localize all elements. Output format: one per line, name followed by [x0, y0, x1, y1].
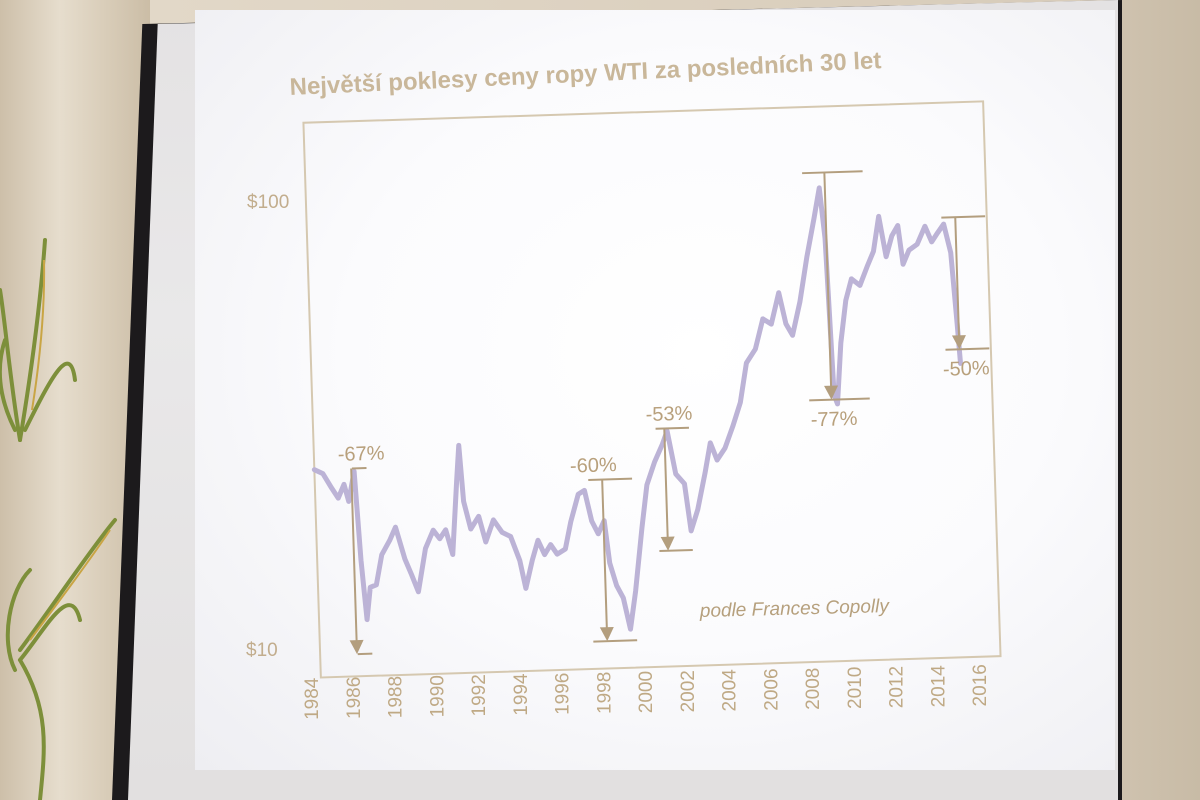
x-tick-label-1992: 1992: [469, 674, 490, 716]
drop-label-3: -77%: [810, 408, 858, 431]
drop-label-2: -53%: [645, 403, 693, 426]
x-tick-label-1984: 1984: [302, 677, 323, 720]
x-tick-label-2008: 2008: [803, 668, 824, 710]
drop-label-1: -60%: [570, 454, 618, 477]
source-note: podle Frances Copolly: [699, 596, 891, 622]
x-tick-label-1994: 1994: [511, 673, 532, 716]
x-tick-label-2004: 2004: [720, 669, 741, 712]
y-tick-label-10: $10: [246, 640, 278, 661]
drop-arrow-shaft-4: [954, 217, 961, 340]
x-tick-label-2002: 2002: [678, 670, 699, 712]
drop-bottom-line-3: [809, 397, 870, 402]
drop-arrow-shaft-1: [601, 479, 608, 632]
drop-bottom-line-4: [945, 347, 990, 351]
x-tick-label-1996: 1996: [553, 673, 574, 715]
drop-arrow-shaft-3: [823, 172, 833, 390]
drop-top-line-2: [655, 426, 689, 430]
x-tick-label-2012: 2012: [887, 666, 908, 708]
drop-label-4: -50%: [943, 357, 991, 380]
x-tick-label-2014: 2014: [928, 665, 949, 708]
y-tick-label-100: $100: [247, 192, 289, 213]
x-tick-label-2010: 2010: [845, 667, 866, 709]
x-tick-label-1986: 1986: [344, 677, 365, 719]
drop-arrow-head-4: [951, 335, 966, 350]
chart-title: Největší poklesy ceny ropy WTI za posled…: [289, 47, 882, 101]
x-tick-label-1988: 1988: [386, 676, 407, 718]
drop-arrow-shaft-2: [663, 428, 669, 541]
x-tick-label-1998: 1998: [594, 672, 615, 714]
plot-frame: [302, 100, 1002, 679]
plant-decoration: [0, 238, 117, 800]
drop-arrow-head-1: [599, 626, 614, 642]
plot-area: -67% -60% -53% -77% -50%: [302, 100, 1002, 679]
drop-arrow-head-3: [824, 385, 839, 400]
drop-arrow-head-2: [660, 536, 675, 551]
drop-label-0: -67%: [337, 442, 385, 465]
drop-top-line-3: [802, 170, 863, 175]
x-tick-label-2000: 2000: [636, 671, 657, 713]
drop-arrow-head-0: [349, 639, 364, 655]
x-tick-label-2016: 2016: [970, 664, 991, 706]
slide-background: [195, 10, 1115, 770]
drop-arrow-shaft-0: [350, 468, 358, 645]
price-line-series-0: [311, 185, 964, 632]
x-tick-label-2006: 2006: [761, 668, 782, 710]
drop-top-line-4: [941, 215, 986, 219]
drop-top-line-1: [588, 477, 633, 481]
drop-bottom-line-2: [659, 548, 693, 553]
drop-bottom-line-1: [593, 639, 638, 643]
x-tick-label-1990: 1990: [427, 675, 448, 717]
